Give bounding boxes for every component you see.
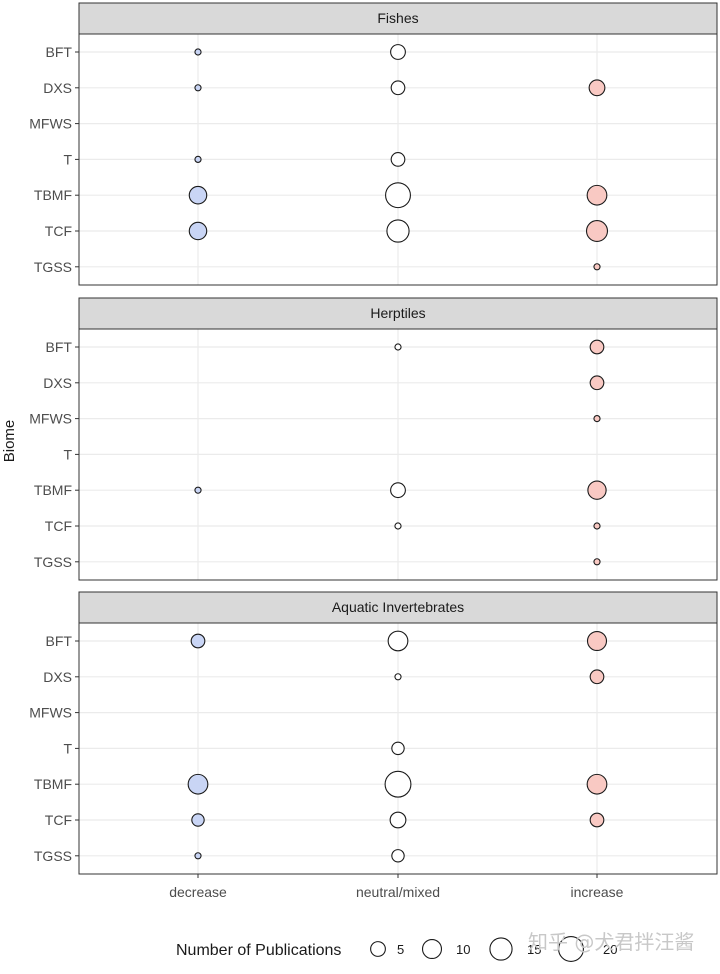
data-point xyxy=(386,219,410,243)
data-point xyxy=(194,852,202,860)
data-point xyxy=(391,741,405,756)
data-point xyxy=(394,522,402,530)
data-point xyxy=(586,773,608,795)
y-tick-label: TBMF xyxy=(34,776,72,792)
data-point xyxy=(390,482,406,499)
data-point xyxy=(190,633,206,649)
data-point xyxy=(188,185,208,205)
y-tick-label: TBMF xyxy=(34,482,72,498)
data-point xyxy=(585,219,609,243)
facet-title: Aquatic Invertebrates xyxy=(332,599,464,615)
data-point xyxy=(394,673,402,681)
y-tick-label: TCF xyxy=(45,518,72,534)
watermark: 知乎 @犬君拌汪酱 xyxy=(528,930,695,954)
x-tick-label: decrease xyxy=(169,884,227,900)
data-point xyxy=(390,80,406,96)
legend-key xyxy=(421,938,443,960)
data-point xyxy=(384,770,412,798)
y-tick-label: T xyxy=(63,446,72,462)
data-point xyxy=(586,630,608,652)
data-point xyxy=(389,811,407,829)
data-point xyxy=(194,84,202,92)
legend-key xyxy=(558,936,584,962)
legend-label: 10 xyxy=(456,942,470,957)
data-point xyxy=(593,522,601,530)
data-point xyxy=(385,182,411,209)
y-tick-label: DXS xyxy=(43,375,72,391)
y-tick-label: MFWS xyxy=(29,116,72,132)
y-tick-label: TGSS xyxy=(34,259,72,275)
data-point xyxy=(589,669,605,685)
facet-strip xyxy=(78,591,718,624)
facet-strip xyxy=(78,2,718,35)
data-point xyxy=(387,630,409,652)
legend-key xyxy=(370,941,386,957)
data-point xyxy=(188,221,208,241)
y-tick-label: DXS xyxy=(43,669,72,685)
legend-label: 5 xyxy=(397,942,404,957)
data-point xyxy=(589,339,605,355)
data-point xyxy=(194,486,202,494)
y-tick-label: T xyxy=(63,151,72,167)
data-point xyxy=(586,184,608,206)
x-tick-label: increase xyxy=(571,884,624,900)
data-point xyxy=(587,480,607,500)
data-point xyxy=(593,414,601,423)
panel-border xyxy=(78,328,718,581)
y-tick-label: TGSS xyxy=(34,848,72,864)
data-point xyxy=(390,152,406,167)
data-point xyxy=(394,343,402,351)
data-point xyxy=(194,155,202,164)
legend-title: Number of Publications xyxy=(176,942,341,959)
y-tick-label: TCF xyxy=(45,223,72,239)
data-point xyxy=(390,44,406,60)
y-axis-title: Biome xyxy=(1,420,18,463)
data-point xyxy=(589,812,605,828)
legend-label: 20 xyxy=(603,942,617,957)
y-tick-label: MFWS xyxy=(29,705,72,721)
legend-label: 15 xyxy=(527,942,541,957)
y-tick-label: MFWS xyxy=(29,411,72,427)
y-tick-label: T xyxy=(63,740,72,756)
y-tick-label: TBMF xyxy=(34,187,72,203)
data-point xyxy=(593,263,601,271)
y-tick-label: TCF xyxy=(45,812,72,828)
x-tick-label: neutral/mixed xyxy=(356,884,440,900)
facet-title: Fishes xyxy=(377,10,418,26)
y-tick-label: DXS xyxy=(43,80,72,96)
data-point xyxy=(391,849,405,863)
legend-key xyxy=(489,937,513,961)
facet-title: Herptiles xyxy=(370,305,425,321)
y-tick-label: TGSS xyxy=(34,554,72,570)
data-point xyxy=(187,773,209,795)
panel-border xyxy=(78,33,718,286)
y-tick-label: BFT xyxy=(46,44,73,60)
y-tick-label: BFT xyxy=(46,339,73,355)
data-point xyxy=(593,558,601,566)
data-point xyxy=(588,79,606,97)
y-tick-label: BFT xyxy=(46,633,73,649)
data-point xyxy=(589,375,605,391)
facet-strip xyxy=(78,297,718,330)
data-point xyxy=(194,48,202,56)
data-point xyxy=(191,813,205,827)
